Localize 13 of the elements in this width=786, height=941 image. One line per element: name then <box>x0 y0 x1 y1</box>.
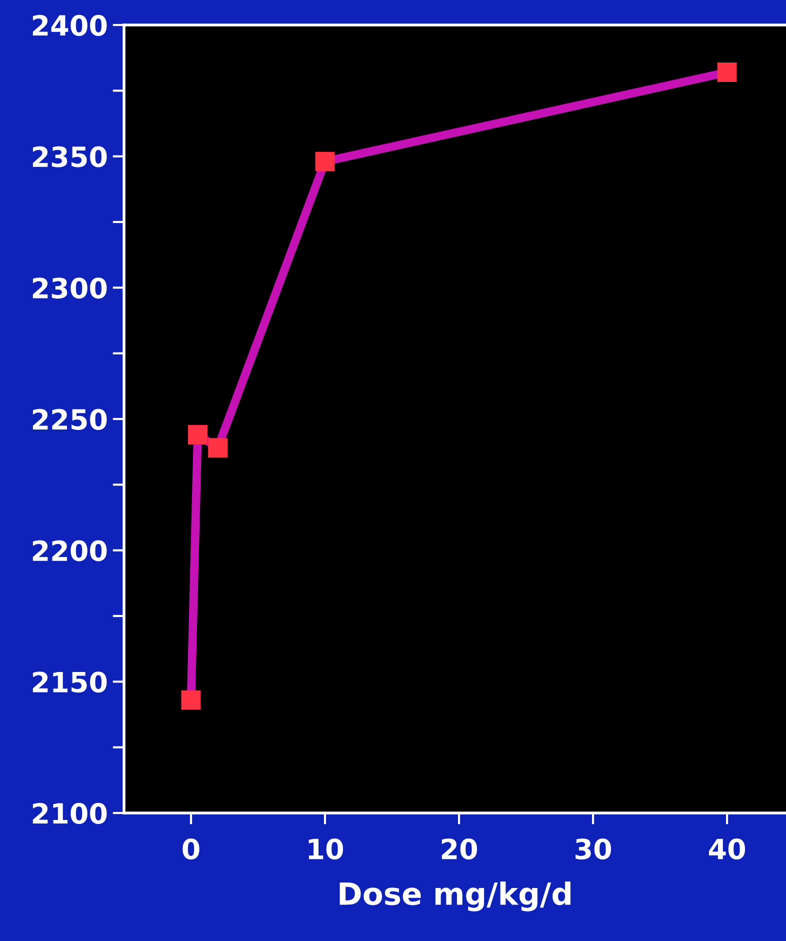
x-tick-label: 40 <box>708 838 746 860</box>
x-axis-title: Dose mg/kg/d <box>340 882 570 912</box>
y-tick-label: 2250 <box>32 408 107 430</box>
x-tick-label: 20 <box>442 838 478 860</box>
x-tick-label: 30 <box>576 838 612 860</box>
x-tick-label: 0 <box>182 838 200 860</box>
y-tick-label: 2350 <box>32 146 107 168</box>
y-tick-label: 2400 <box>32 14 107 36</box>
y-tick-label: 2150 <box>32 672 107 693</box>
y-tick-label: 2300 <box>32 278 107 299</box>
y-tick-label: 2100 <box>32 802 107 824</box>
x-tick-label: 10 <box>308 838 344 860</box>
y-tick-label: 2200 <box>32 540 107 562</box>
